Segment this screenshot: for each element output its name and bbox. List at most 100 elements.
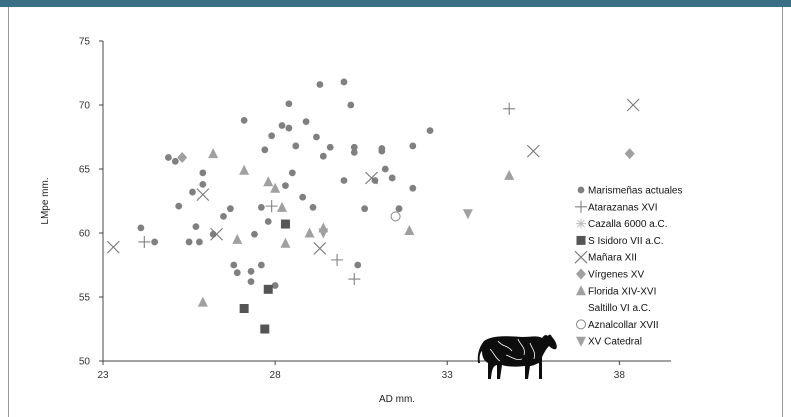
point-marismenas-actuales <box>247 268 255 275</box>
point-atarazanas-xvi <box>503 102 516 115</box>
point-marismenas-actuales <box>257 261 265 269</box>
point-marismenas-actuales <box>319 152 327 160</box>
point-manara-xii <box>196 188 210 201</box>
point-atarazanas-xvi <box>265 200 278 213</box>
point-marismenas-actuales <box>313 133 320 141</box>
point-marismenas-actuales <box>226 205 234 213</box>
point-marismenas-actuales <box>195 238 203 246</box>
point-marismenas-actuales <box>316 81 324 88</box>
point-marismenas-actuales <box>350 143 358 151</box>
x-tick-label: 38 <box>614 370 626 381</box>
legend-label-xv-catedral: XV Catedral <box>588 337 642 348</box>
x-tick-label: 33 <box>442 370 454 381</box>
point-marismenas-actuales <box>261 146 269 154</box>
point-marismenas-actuales <box>220 212 227 220</box>
legend-label-saltillo-vi-a-c: Saltillo VI a.C. <box>588 303 651 314</box>
y-tick-label: 50 <box>79 357 91 368</box>
point-marismenas-actuales <box>257 204 265 211</box>
point-florida-xiv-xvi <box>304 227 315 238</box>
point-marismenas-actuales <box>199 169 207 177</box>
point-manara-xii <box>106 240 120 254</box>
point-marismenas-actuales <box>151 238 159 246</box>
point-florida-xiv-xvi <box>280 237 291 248</box>
legend-marker-s-isidoro-vii-a-c <box>576 235 586 245</box>
point-atarazanas-xvi <box>348 273 361 286</box>
point-manara-xii <box>313 241 327 255</box>
point-manara-xii <box>626 98 640 112</box>
point-marismenas-actuales <box>189 188 196 196</box>
point-marismenas-actuales <box>285 124 293 132</box>
point-manara-xii <box>526 144 540 158</box>
point-marismenas-actuales <box>409 184 417 192</box>
point-florida-xiv-xvi <box>208 148 219 159</box>
point-marismenas-actuales <box>381 165 389 173</box>
point-florida-xiv-xvi <box>232 233 243 244</box>
legend-label-cazalla-6000-a-c: Cazalla 6000 a.C. <box>588 219 668 230</box>
point-atarazanas-xvi <box>331 253 344 266</box>
y-tick-label: 55 <box>79 293 91 304</box>
point-marismenas-actuales <box>137 224 145 232</box>
point-aznalcollar-xvii <box>390 211 401 222</box>
point-florida-xiv-xvi <box>277 201 288 212</box>
point-marismenas-actuales <box>271 282 279 289</box>
point-marismenas-actuales <box>165 154 172 161</box>
y-tick-label: 60 <box>79 229 91 240</box>
legend-label-florida-xiv-xvi: Florida XIV-XVI <box>588 286 656 297</box>
point-marismenas-actuales <box>282 182 289 190</box>
point-marismenas-actuales <box>309 204 317 211</box>
legend-label-marismenas-actuales: Marismeñas actuales <box>588 186 682 197</box>
legend-marker-virgenes-xv <box>576 268 586 280</box>
point-marismenas-actuales <box>175 202 183 210</box>
point-florida-xiv-xvi <box>197 296 208 307</box>
legend-marker-atarazanas-xvi <box>575 200 587 213</box>
point-manara-xii <box>210 227 223 241</box>
point-atarazanas-xvi <box>138 235 151 248</box>
y-tick-label: 70 <box>79 101 91 112</box>
legend: Marismeñas actuales Atarazanas XVI Cazalla… <box>574 186 682 348</box>
axes: 23 28 33 38 50 55 60 65 70 75 AD mm. LMpe mm. <box>40 37 671 405</box>
point-marismenas-actuales <box>251 230 258 238</box>
point-florida-xiv-xvi <box>404 224 415 235</box>
point-marismenas-actuales <box>192 223 200 231</box>
top-accent-bar <box>0 0 791 7</box>
legend-label-aznalcollar-xvii: Aznalcollar XVII <box>588 320 659 331</box>
point-marismenas-actuales <box>268 132 276 140</box>
legend-label-manara-xii: Mañara XII <box>588 253 637 264</box>
point-florida-xiv-xvi <box>270 182 281 193</box>
x-axis-label: AD mm. <box>379 394 415 405</box>
point-marismenas-actuales <box>326 143 334 151</box>
point-marismenas-actuales <box>240 116 248 124</box>
point-marismenas-actuales <box>378 147 386 155</box>
point-marismenas-actuales <box>292 142 300 150</box>
point-marismenas-actuales <box>288 169 296 177</box>
point-florida-xiv-xvi <box>263 176 274 187</box>
point-marismenas-actuales <box>409 142 417 150</box>
legend-label-s-isidoro-vii-a-c: S Isidoro VII a.C. <box>588 236 664 247</box>
point-marismenas-actuales <box>233 269 241 277</box>
figure-panel <box>8 7 783 417</box>
y-axis-label: LMpe mm. <box>40 177 51 224</box>
point-marismenas-actuales <box>171 157 179 165</box>
point-marismenas-actuales <box>264 218 272 225</box>
point-marismenas-actuales <box>340 177 348 184</box>
legend-marker-xv-catedral <box>576 336 586 347</box>
y-tick-label: 75 <box>79 37 91 48</box>
point-marismenas-actuales <box>371 177 379 184</box>
x-tick-label: 28 <box>270 370 282 381</box>
point-marismenas-actuales <box>278 122 286 129</box>
point-xv-catedral <box>462 209 473 220</box>
point-marismenas-actuales <box>230 261 238 269</box>
point-marismenas-actuales <box>395 205 403 213</box>
data-points <box>106 78 640 334</box>
point-marismenas-actuales <box>199 180 207 188</box>
point-marismenas-actuales <box>247 278 255 286</box>
point-marismenas-actuales <box>347 101 355 109</box>
point-s-isidoro-vii-a-c <box>280 219 290 229</box>
legend-marker-manara-xii <box>574 250 588 264</box>
point-marismenas-actuales <box>285 100 293 108</box>
point-marismenas-actuales <box>299 193 307 201</box>
cow-silhouette <box>477 334 557 379</box>
legend-label-atarazanas-xvi: Atarazanas XVI <box>588 202 657 213</box>
point-s-isidoro-vii-a-c <box>260 324 270 334</box>
point-marismenas-actuales <box>350 148 358 156</box>
